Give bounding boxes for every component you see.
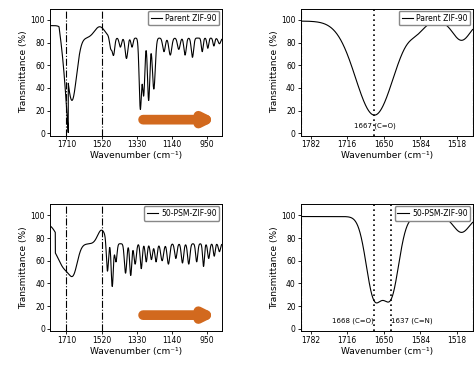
Legend: 50-PSM-ZIF-90: 50-PSM-ZIF-90 xyxy=(395,206,470,221)
Y-axis label: Transmittance (%): Transmittance (%) xyxy=(19,31,28,113)
Text: 1667 (C=O): 1667 (C=O) xyxy=(354,122,395,129)
X-axis label: Wavenumber (cm⁻¹): Wavenumber (cm⁻¹) xyxy=(341,151,433,160)
Legend: Parent ZIF-90: Parent ZIF-90 xyxy=(148,11,219,25)
X-axis label: Wavenumber (cm⁻¹): Wavenumber (cm⁻¹) xyxy=(341,347,433,356)
Legend: 50-PSM-ZIF-90: 50-PSM-ZIF-90 xyxy=(144,206,219,221)
Text: 1637 (C=N): 1637 (C=N) xyxy=(391,318,433,324)
Y-axis label: Transmittance (%): Transmittance (%) xyxy=(19,226,28,309)
X-axis label: Wavenumber (cm⁻¹): Wavenumber (cm⁻¹) xyxy=(90,151,182,160)
Y-axis label: Transmittance (%): Transmittance (%) xyxy=(270,31,279,113)
Text: 1668 (C=O): 1668 (C=O) xyxy=(332,318,374,324)
Legend: Parent ZIF-90: Parent ZIF-90 xyxy=(399,11,470,25)
X-axis label: Wavenumber (cm⁻¹): Wavenumber (cm⁻¹) xyxy=(90,347,182,356)
Y-axis label: Transmittance (%): Transmittance (%) xyxy=(270,226,279,309)
